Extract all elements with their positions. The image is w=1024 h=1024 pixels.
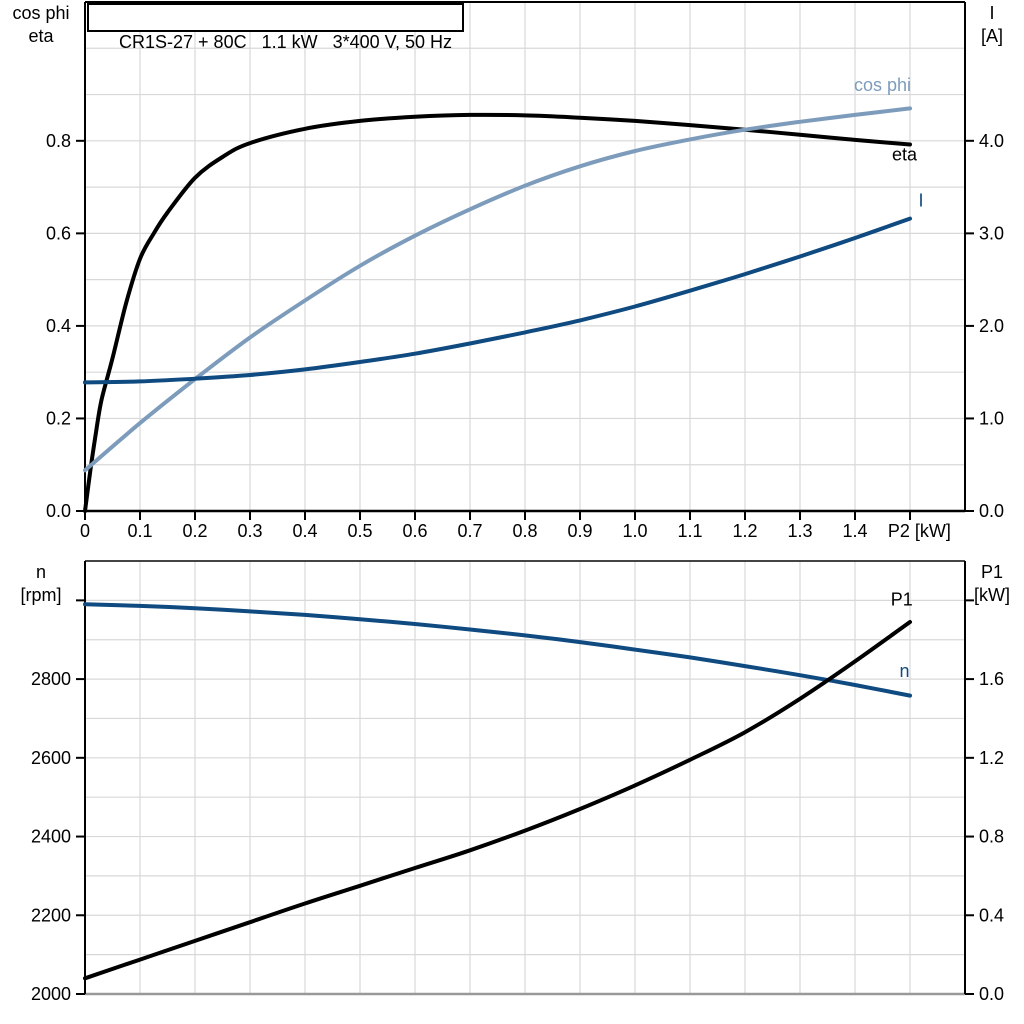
tick-label: 2000 (31, 984, 71, 1004)
tick-label: 0.3 (237, 521, 262, 541)
bottom-right-axis-title: P1 [kW] (962, 561, 1022, 607)
tick-label: 0.8 (512, 521, 537, 541)
tick-label: 1.2 (732, 521, 757, 541)
tick-label: 0.6 (402, 521, 427, 541)
tick-label: 0.2 (182, 521, 207, 541)
tick-label: 0.0 (46, 501, 71, 521)
curve-label-speed: n (899, 661, 909, 681)
axis-title-line: I (989, 3, 995, 23)
curve-label-eta: eta (892, 145, 918, 165)
axis-ticks: 0 0.1 0.2 0.3 0.4 0.5 0.6 0.7 0.8 0.9 1.0 1.1 1.2 1.3… (46, 131, 1004, 541)
curve-current (83, 216, 912, 385)
frame (84, 560, 966, 996)
tick-label: 0.4 (979, 905, 1004, 925)
x-axis-unit-label: P2 [kW] (888, 521, 951, 541)
curve-cos-phi (83, 106, 912, 473)
tick-label: 0.6 (46, 223, 71, 243)
tick-label: 2400 (31, 827, 71, 847)
tick-label: 0.9 (567, 521, 592, 541)
tick-label: 1.2 (979, 748, 1004, 768)
tick-label: 2200 (31, 905, 71, 925)
tick-label: 1.0 (622, 521, 647, 541)
tick-label: 0.2 (46, 408, 71, 428)
tick-label: 3.0 (979, 223, 1004, 243)
curves (83, 602, 912, 981)
curves (83, 106, 912, 513)
tick-label: 0.5 (347, 521, 372, 541)
axis-title-line: eta (28, 26, 54, 46)
curve-label-input-power: P1 (891, 589, 913, 609)
curve-speed (83, 602, 912, 698)
tick-label: 0.1 (127, 521, 152, 541)
tick-label: 1.3 (787, 521, 812, 541)
tick-label: 0.8 (46, 131, 71, 151)
curve-eta (83, 112, 912, 513)
axis-title-line: cos phi (12, 3, 70, 23)
tick-label: 0.4 (292, 521, 317, 541)
tick-label: 1.1 (677, 521, 702, 541)
axis-ticks: 2000 2200 2400 2600 2800 0.0 0.4 0.8 1.2 1.6 (31, 599, 1004, 1004)
tick-label: 2600 (31, 748, 71, 768)
curve-label-current: I (918, 191, 923, 211)
chart-title-box: CR1S-27 + 80C 1.1 kW 3*400 V, 50 Hz (87, 3, 465, 52)
tick-label: 0.8 (979, 827, 1004, 847)
tick-label: 4.0 (979, 131, 1004, 151)
speed-power-chart: 2000 2200 2400 2600 2800 0.0 0.4 0.8 1.2 1.6 n P1 (31, 560, 1004, 1004)
curve-label-cos-phi: cos phi (854, 75, 911, 95)
tick-label: 0.0 (979, 501, 1004, 521)
top-left-axis-title: cos phi eta (4, 2, 78, 48)
tick-label: 1.4 (842, 521, 867, 541)
curve-labels: n P1 (891, 589, 913, 681)
bottom-left-axis-title: n [rpm] (4, 561, 78, 607)
tick-label: 1.6 (979, 669, 1004, 689)
tick-label: 0.7 (457, 521, 482, 541)
tick-label: 2.0 (979, 316, 1004, 336)
tick-label: 1.0 (979, 408, 1004, 428)
axis-title-line: P1 (980, 562, 1004, 582)
gridlines (85, 2, 965, 511)
tick-label: 0 (80, 521, 90, 541)
curve-labels: eta cos phi I (854, 75, 924, 211)
top-right-axis-title: I [A] (962, 2, 1022, 48)
curve-input-power (83, 620, 912, 981)
tick-label: 0.0 (979, 984, 1004, 1004)
axis-title-line: n (35, 562, 46, 582)
axis-title-line: [kW] (974, 585, 1010, 605)
gridlines (85, 561, 965, 994)
motor-electrical-chart: 0 0.1 0.2 0.3 0.4 0.5 0.6 0.7 0.8 0.9 1.0 1.1 1.2 1.3… (46, 1, 1004, 541)
axis-title-line: [rpm] (20, 585, 62, 605)
chart-title: CR1S-27 + 80C 1.1 kW 3*400 V, 50 Hz (119, 32, 453, 52)
axis-title-line: [A] (980, 26, 1003, 46)
tick-label: 0.4 (46, 316, 71, 336)
tick-label: 2800 (31, 669, 71, 689)
